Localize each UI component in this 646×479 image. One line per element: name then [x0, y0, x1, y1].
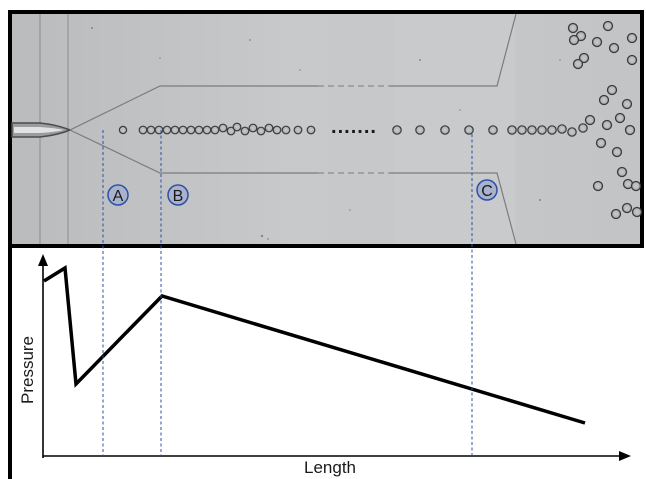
- marker-c: C: [476, 179, 498, 201]
- micrograph-frame: [8, 10, 644, 248]
- micrograph-background: [10, 12, 642, 246]
- pressure-plot: Length Pressure: [8, 246, 631, 479]
- y-axis-arrow: [38, 254, 48, 266]
- x-axis-arrow: [619, 451, 631, 461]
- marker-a-circle: [107, 184, 129, 206]
- marker-c-circle: [476, 179, 498, 201]
- channel-lower-wall: [69, 129, 318, 174]
- channel-upper-wall: [69, 85, 318, 131]
- marker-a: A: [107, 184, 129, 206]
- marker-a-label: A: [113, 188, 124, 205]
- marker-b-circle: [167, 184, 189, 206]
- outlet-droplets: [567, 20, 643, 220]
- micrograph: ....... A B C: [8, 10, 644, 248]
- droplet-train: [118, 122, 588, 137]
- x-axis-label: Length: [304, 458, 356, 477]
- pressure-curve: [43, 265, 586, 425]
- marker-c-label: C: [481, 183, 493, 200]
- guide-lines: [102, 130, 473, 456]
- ellipsis-dots: .......: [331, 116, 377, 138]
- marker-b: B: [167, 184, 189, 206]
- marker-b-label: B: [173, 188, 184, 205]
- y-axis-label: Pressure: [18, 336, 37, 404]
